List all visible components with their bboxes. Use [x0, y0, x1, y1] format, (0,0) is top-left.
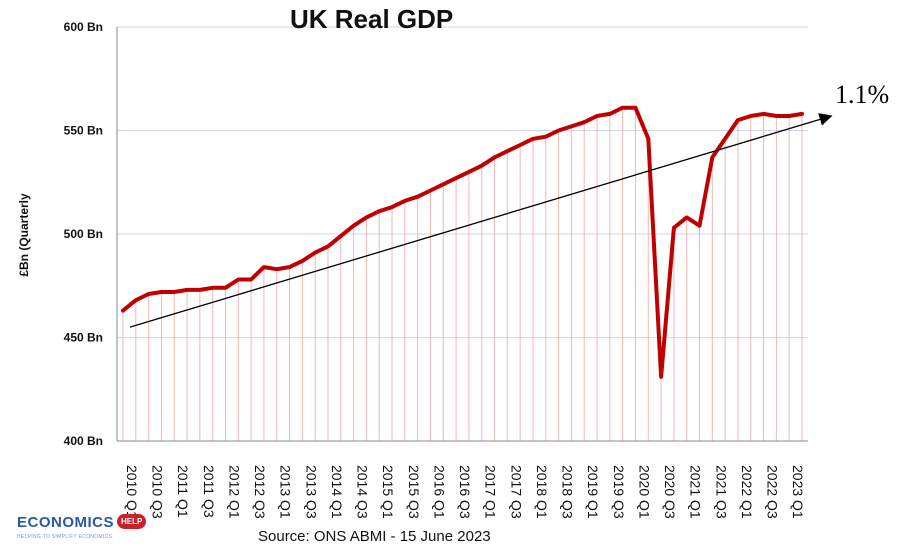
logo-tagline: HELPING TO SIMPLIFY ECONOMICS — [17, 534, 113, 540]
y-axis-label: £Bn (Quarterly — [17, 193, 31, 277]
x-tick-label: 2021 Q1 — [688, 465, 704, 519]
x-tick-label: 2019 Q3 — [611, 465, 627, 519]
x-tick-label: 2017 Q3 — [508, 465, 524, 519]
x-tick-label: 2013 Q1 — [278, 465, 294, 519]
chart-title: UK Real GDP — [290, 4, 454, 34]
x-tick-label: 2023 Q1 — [790, 465, 806, 519]
logo-name: ECONOMICS — [17, 514, 115, 531]
y-tick-label: 600 Bn — [64, 20, 103, 34]
x-tick-label: 2012 Q1 — [226, 465, 242, 519]
y-tick-label: 500 Bn — [64, 227, 103, 241]
x-tick-label: 2013 Q3 — [303, 465, 319, 519]
x-tick-label: 2018 Q1 — [534, 465, 550, 519]
x-tick-label: 2022 Q3 — [765, 465, 781, 519]
x-tick-label: 2015 Q3 — [406, 465, 422, 519]
x-tick-label: 2022 Q1 — [739, 465, 755, 519]
x-tick-label: 2012 Q3 — [252, 465, 268, 519]
trendline-label: 1.1% — [835, 80, 890, 109]
x-tick-label: 2010 Q3 — [150, 465, 166, 519]
y-tick-label: 550 Bn — [64, 124, 103, 138]
x-tick-label: 2014 Q3 — [355, 465, 371, 519]
x-tick-label: 2011 Q3 — [201, 465, 217, 518]
y-tick-label: 450 Bn — [64, 331, 103, 345]
x-tick-label: 2010 Q1 — [124, 465, 140, 519]
x-tick-label: 2016 Q3 — [457, 465, 473, 519]
x-tick-label: 2021 Q3 — [713, 465, 729, 519]
x-tick-label: 2020 Q3 — [662, 465, 678, 519]
x-tick-label: 2011 Q1 — [175, 465, 191, 518]
economics-help-logo: ECONOMICS HELP HELPING TO SIMPLIFY ECONO… — [17, 512, 147, 546]
x-tick-label: 2015 Q1 — [380, 465, 396, 519]
x-tick-label: 2018 Q3 — [560, 465, 576, 519]
y-tick-label: 400 Bn — [64, 434, 103, 448]
x-tick-label: 2017 Q1 — [483, 465, 499, 519]
logo-badge: HELP — [117, 514, 147, 529]
source-note: Source: ONS ABMI - 15 June 2023 — [258, 528, 491, 545]
trend-arrow — [129, 113, 833, 328]
x-tick-label: 2014 Q1 — [329, 465, 345, 519]
gdp-series-line — [121, 105, 804, 379]
x-tick-label: 2019 Q1 — [585, 465, 601, 519]
x-tick-label: 2016 Q1 — [431, 465, 447, 519]
x-tick-label: 2020 Q1 — [636, 465, 652, 519]
